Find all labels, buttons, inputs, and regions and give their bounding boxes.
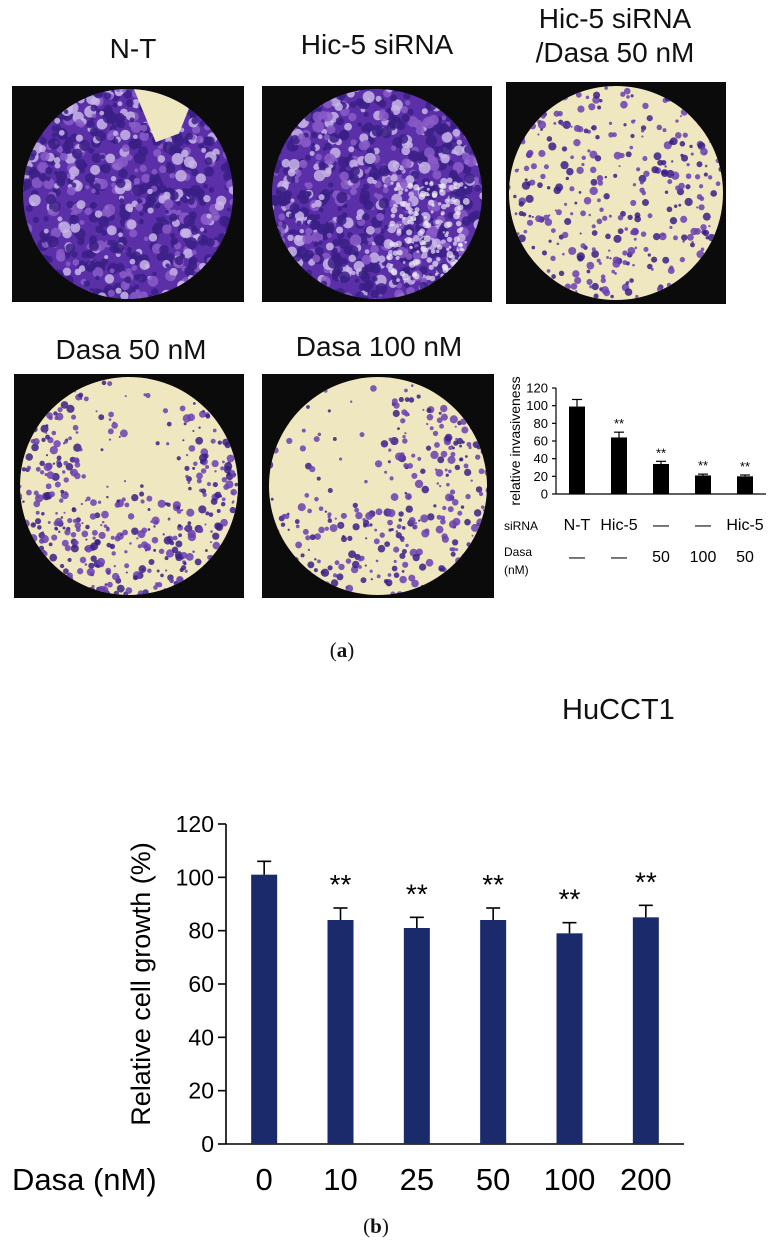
- significance-annotation: **: [330, 869, 352, 900]
- y-tick-label: 40: [534, 451, 548, 466]
- image-caption-3: Hic-5 siRNA /Dasa 50 nM: [504, 2, 726, 70]
- x-category-dasa: —: [611, 549, 627, 566]
- y-axis-label: Relative cell growth (%): [126, 842, 156, 1126]
- x-category-sirna: —: [695, 517, 711, 534]
- x-tick-label: 100: [544, 1162, 596, 1197]
- y-tick-label: 60: [188, 971, 214, 997]
- bar: [695, 475, 711, 494]
- y-tick-label: 0: [201, 1131, 214, 1157]
- y-tick-label: 80: [534, 416, 548, 431]
- image-caption-3-line-2: /Dasa 50 nM: [535, 37, 695, 68]
- x-category-sirna: Hic-5: [726, 517, 763, 534]
- bar: [611, 437, 627, 494]
- x-category-dasa: 100: [690, 549, 717, 566]
- x-category-dasa: 50: [652, 549, 670, 566]
- image-caption-5: Dasa 100 nM: [295, 331, 463, 362]
- bar: [556, 933, 583, 1144]
- y-tick-label: 20: [188, 1078, 214, 1104]
- significance-annotation: **: [406, 878, 428, 909]
- y-tick-label: 40: [188, 1024, 214, 1050]
- micrograph-dasa50: [14, 374, 244, 598]
- y-tick-label: 120: [176, 811, 214, 837]
- y-tick-label: 60: [534, 434, 548, 449]
- x-axis-label: Dasa (nM): [12, 1162, 157, 1197]
- significance-annotation: **: [698, 458, 708, 473]
- row-label-dasa-unit: (nM): [504, 563, 529, 577]
- image-caption-2: Hic-5 siRNA: [300, 29, 454, 60]
- y-tick-label: 20: [534, 469, 548, 484]
- panel-label-b: (b): [363, 1214, 389, 1238]
- significance-annotation: **: [656, 445, 666, 460]
- x-tick-label: 50: [476, 1162, 510, 1197]
- bar: [403, 928, 430, 1144]
- significance-annotation: **: [635, 866, 657, 897]
- y-tick-label: 100: [176, 864, 214, 890]
- micrograph-hic5-sirna: [262, 86, 492, 302]
- x-tick-label: 10: [323, 1162, 357, 1197]
- x-category-sirna: —: [653, 517, 669, 534]
- micrograph-dasa100: [262, 374, 494, 598]
- y-tick-label: 120: [526, 381, 548, 396]
- significance-annotation: **: [482, 869, 504, 900]
- bar: [327, 920, 354, 1144]
- x-category-dasa: 50: [736, 549, 754, 566]
- chart-b-title: HuCCT1: [562, 694, 675, 726]
- significance-annotation: **: [740, 459, 750, 474]
- bar: [251, 874, 278, 1144]
- row-label-dasa: Dasa: [504, 545, 532, 559]
- y-tick-label: 100: [526, 398, 548, 413]
- image-caption-4: Dasa 50 nM: [55, 334, 207, 365]
- micrograph-hic5-sirna-dasa50: [506, 82, 726, 304]
- significance-annotation: **: [559, 884, 581, 915]
- bar: [737, 476, 753, 494]
- bar: [480, 920, 507, 1144]
- image-caption-3-line-1: Hic-5 siRNA: [538, 3, 692, 34]
- x-category-sirna: N-T: [564, 517, 591, 534]
- x-category-sirna: Hic-5: [600, 517, 637, 534]
- micrograph-nt: [12, 86, 244, 302]
- bar: [653, 463, 669, 494]
- significance-annotation: **: [614, 416, 624, 431]
- bar: [569, 406, 585, 494]
- y-axis-label: relative invasiveness: [507, 376, 523, 505]
- x-category-dasa: —: [569, 549, 585, 566]
- image-caption-1: N-T: [109, 33, 157, 64]
- x-tick-label: 25: [400, 1162, 434, 1197]
- row-label-sirna: siRNA: [504, 519, 538, 533]
- panel-label-a: (a): [329, 638, 355, 662]
- bar: [632, 917, 659, 1144]
- x-tick-label: 200: [620, 1162, 672, 1197]
- x-tick-label: 0: [256, 1162, 273, 1197]
- y-tick-label: 80: [188, 918, 214, 944]
- y-tick-label: 0: [541, 487, 548, 502]
